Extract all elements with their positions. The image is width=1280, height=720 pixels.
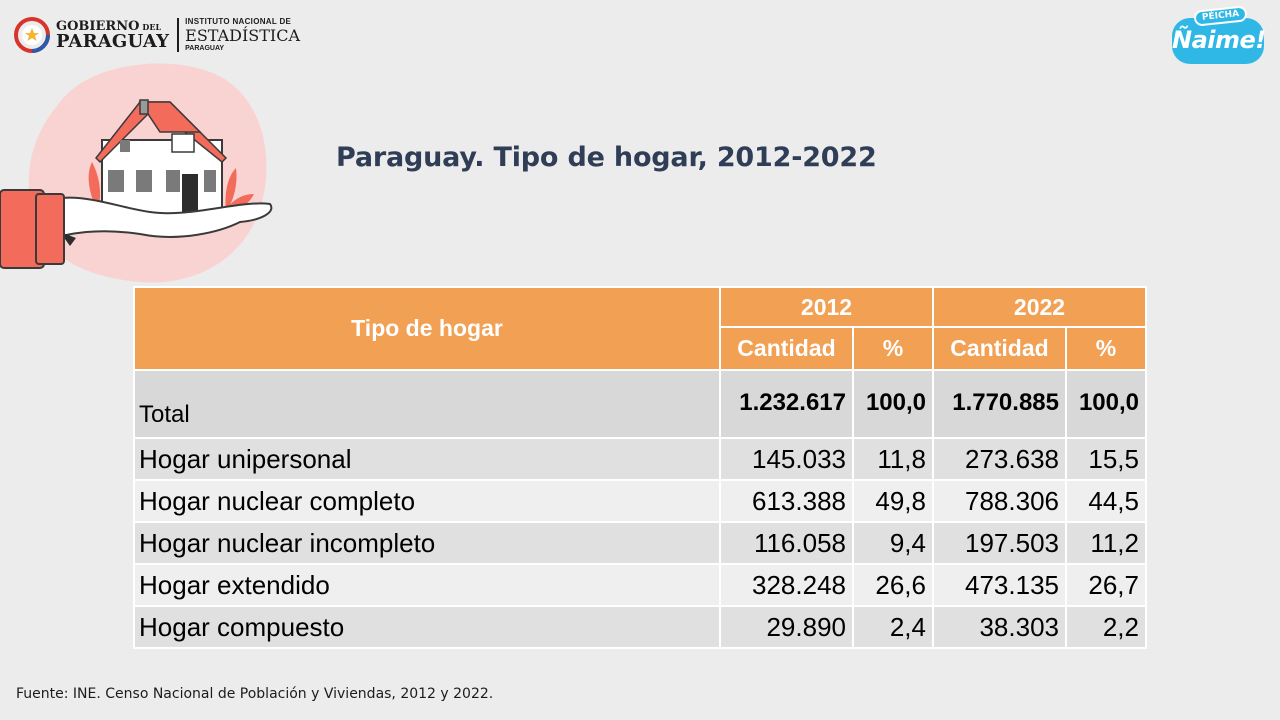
table-row: Hogar unipersonal 145.033 11,8 273.638 1… (133, 437, 1147, 481)
cell-percent-2022: 11,2 (1065, 521, 1147, 565)
cell-percent-2022: 2,2 (1065, 605, 1147, 649)
campaign-word: Ñaime! (1172, 26, 1266, 54)
row-label: Hogar compuesto (133, 605, 721, 649)
year-header-2012: 2012 (719, 286, 934, 328)
cell-percent-2022: 26,7 (1065, 563, 1147, 607)
table-row: Hogar compuesto 29.890 2,4 38.303 2,2 (133, 605, 1147, 649)
row-label: Hogar unipersonal (133, 437, 721, 481)
year-header-2022: 2022 (932, 286, 1147, 328)
type-header: Tipo de hogar (133, 286, 721, 371)
table-row: Hogar extendido 328.248 26,6 473.135 26,… (133, 563, 1147, 607)
row-label: Hogar nuclear completo (133, 479, 721, 523)
cell-cantidad-2012: 116.058 (719, 521, 854, 565)
cell-cantidad-2012: 613.388 (719, 479, 854, 523)
row-label: Hogar nuclear incompleto (133, 521, 721, 565)
column-header-cantidad-2022: Cantidad (932, 326, 1067, 371)
gov-line1-small: DEL (142, 21, 162, 32)
row-label: Hogar extendido (133, 563, 721, 607)
cell-percent-2012: 2,4 (852, 605, 934, 649)
cell-percent-2012: 11,8 (852, 437, 934, 481)
table-row: Hogar nuclear incompleto 116.058 9,4 197… (133, 521, 1147, 565)
page-title: Paraguay. Tipo de hogar, 2012-2022 (336, 142, 877, 173)
cell-cantidad-2022: 38.303 (932, 605, 1067, 649)
cell-cantidad-2012: 145.033 (719, 437, 854, 481)
cell-percent-2012: 49,8 (852, 479, 934, 523)
cell-cantidad-2022: 273.638 (932, 437, 1067, 481)
cell-cantidad-2022: 788.306 (932, 479, 1067, 523)
household-type-table: Tipo de hogar 2012 2022 Cantidad % Canti… (133, 286, 1147, 649)
government-logo: GOBIERNO DEL PARAGUAY INSTITUTO NACIONAL … (14, 14, 300, 56)
header-row-columns: Cantidad % Cantidad % (134, 326, 1147, 371)
row-label: Total (133, 369, 721, 439)
campaign-logo-bubble (1172, 18, 1264, 64)
cuff-icon (35, 193, 65, 265)
cell-cantidad-2022: 473.135 (932, 563, 1067, 607)
gov-line1: GOBIERNO (56, 18, 140, 34)
cell-cantidad-2012: 29.890 (719, 605, 854, 649)
source-note: Fuente: INE. Censo Nacional de Población… (16, 686, 494, 702)
ine-line3: PARAGUAY (185, 45, 225, 52)
campaign-logo: Ñaime! PÉICHA (1172, 5, 1266, 66)
cell-percent-2012: 9,4 (852, 521, 934, 565)
ine-wordmark: INSTITUTO NACIONAL DE ESTADÍSTICA PARAGU… (185, 17, 301, 53)
column-header-cantidad-2012: Cantidad (719, 326, 854, 371)
house-in-hand-illustration (0, 63, 273, 283)
house-icon (94, 99, 228, 215)
table-row: Hogar nuclear completo 613.388 49,8 788.… (133, 479, 1147, 523)
table-row-total: Total 1.232.617 100,0 1.770.885 100,0 (133, 369, 1147, 439)
cell-cantidad-2022: 197.503 (932, 521, 1067, 565)
paraguay-seal-icon (14, 17, 50, 53)
cell-percent-2022: 44,5 (1065, 479, 1147, 523)
cell-percent-2022: 15,5 (1065, 437, 1147, 481)
cell-cantidad-2012: 328.248 (719, 563, 854, 607)
ine-line1: INSTITUTO NACIONAL DE (185, 17, 292, 26)
ine-line2: ESTADÍSTICA (185, 26, 301, 45)
header-row-years: Tipo de hogar 2012 2022 (133, 286, 1147, 371)
logo-divider (177, 18, 180, 52)
cell-cantidad-2022: 1.770.885 (932, 369, 1067, 439)
column-header-percent-2022: % (1065, 326, 1147, 371)
gov-line2: PARAGUAY (56, 30, 170, 52)
cell-cantidad-2012: 1.232.617 (719, 369, 854, 439)
column-header-percent-2012: % (852, 326, 934, 371)
cell-percent-2012: 100,0 (852, 369, 934, 439)
cell-percent-2012: 26,6 (852, 563, 934, 607)
government-wordmark: GOBIERNO DEL PARAGUAY (56, 20, 169, 51)
cell-percent-2022: 100,0 (1065, 369, 1147, 439)
